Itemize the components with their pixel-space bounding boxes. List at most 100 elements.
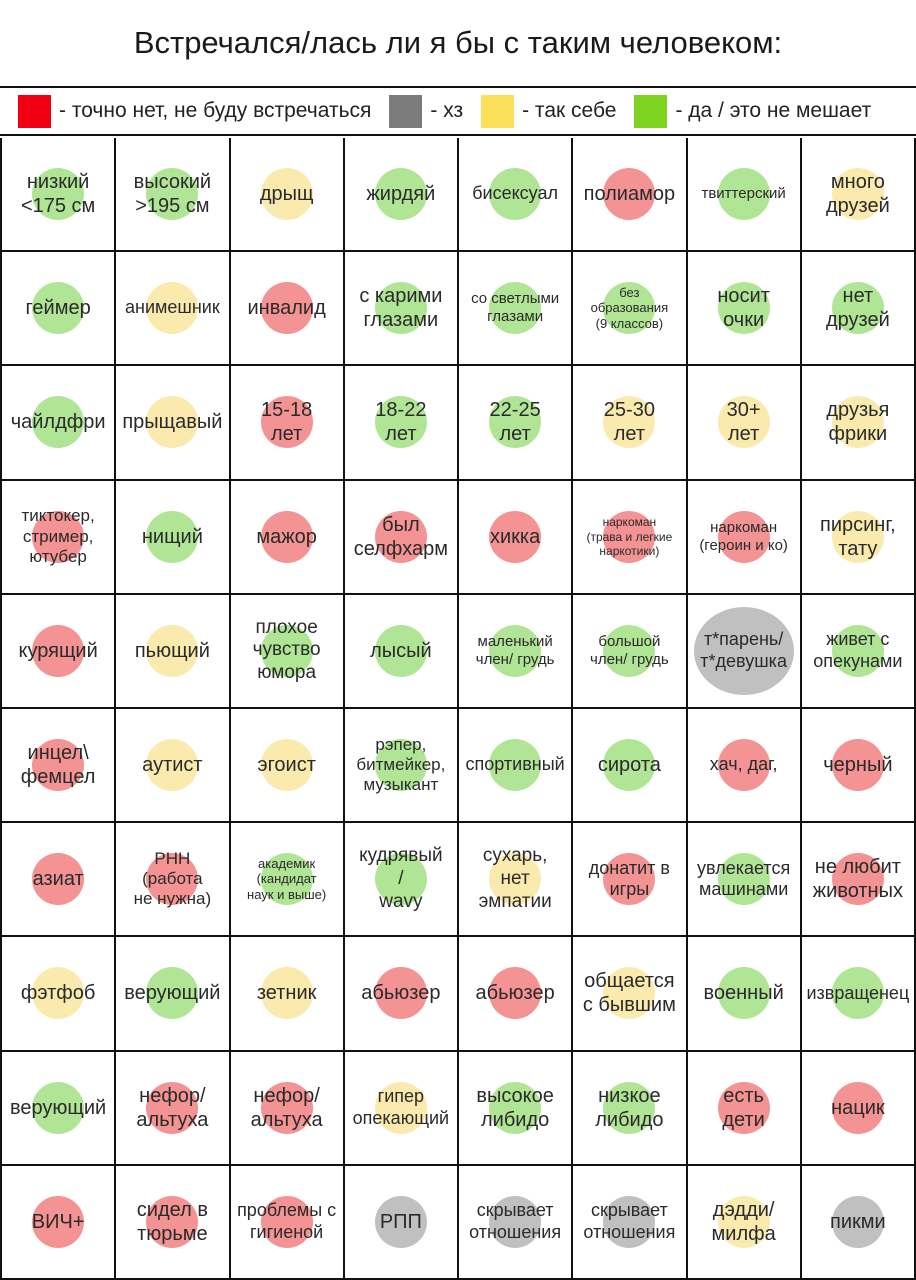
legend-item-gray: - хз [389, 94, 464, 128]
marker-red [32, 853, 85, 906]
cell-label: инцел\ фемцел [20, 742, 96, 789]
grid-cell: высокий >195 см [116, 138, 231, 253]
grid-cell: наркоман (героин и ко) [687, 480, 802, 595]
grid-cell: военный [687, 937, 802, 1052]
cell-label: много друзей [825, 171, 890, 218]
marker-green [717, 168, 770, 221]
grid-cell: 18-22 лет [344, 366, 459, 481]
cell-label: инвалид [247, 297, 326, 320]
legend-swatch-green [634, 94, 668, 128]
marker-gray [603, 1195, 656, 1248]
marker-red [717, 1081, 770, 1134]
marker-green [32, 168, 85, 221]
cell-label: донатит в игры [588, 857, 670, 900]
marker-yellow [717, 396, 770, 449]
grid-cell: нефор/ альтуха [230, 1051, 345, 1166]
cell-label: зетник [256, 982, 317, 1005]
cell-label: плохое чувство юмора [252, 616, 321, 684]
grid-cell: 15-18 лет [230, 366, 345, 481]
grid-cell: нефор/ альтуха [116, 1051, 231, 1166]
grid-cell: 25-30 лет [573, 366, 688, 481]
cell-label: 30+ лет [726, 399, 761, 446]
cell-label: пикми [830, 1210, 886, 1233]
marker-green [603, 624, 656, 677]
cell-label: РПП [379, 1210, 422, 1233]
marker-yellow [260, 168, 313, 221]
grid-cell: сирота [573, 708, 688, 824]
marker-green [260, 853, 313, 906]
grid-cell: курящий [2, 594, 117, 709]
marker-red [146, 1081, 199, 1134]
cell-label: т*парень/ т*девушка [700, 629, 787, 671]
cell-label: прыщавый [122, 411, 223, 434]
cell-label: не любит животных [812, 856, 903, 903]
marker-red [374, 967, 427, 1020]
grid-cell: со светлыми глазами [459, 252, 574, 367]
cell-label: дрыщ [259, 183, 314, 206]
grid-cell: рэпер, битмейкер, музыкант [344, 708, 459, 824]
grid-cell: кудрявый / wavy [344, 823, 459, 938]
cell-label: азиат [32, 868, 84, 891]
cell-label: спортивный [465, 754, 565, 775]
marker-green [32, 396, 85, 449]
grid-cell: мажор [230, 480, 345, 595]
grid-cell: твиттерский [687, 138, 802, 253]
cell-label: верующий [124, 982, 221, 1005]
grid-cell: донатит в игры [573, 823, 688, 938]
cell-label: рэпер, битмейкер, музыкант [356, 734, 446, 795]
cell-label: абьюзер [361, 982, 441, 1005]
marker-red [32, 1195, 85, 1248]
cell-label: скрывает отношения [583, 1200, 676, 1242]
grid-cell: плохое чувство юмора [230, 594, 345, 709]
cell-label: мажор [256, 525, 317, 548]
grid-cell: нищий [116, 480, 231, 595]
grid-cell: абьюзер [459, 937, 574, 1052]
cell-label: кудрявый / wavy [359, 845, 443, 912]
cell-label: увлекается машинами [697, 857, 791, 900]
marker-red [831, 739, 884, 792]
grid-cell: дэдди/ милфа [687, 1165, 802, 1280]
marker-red [32, 510, 85, 563]
cell-label: жирдяй [366, 183, 436, 206]
grid-cell: фэтфоб [2, 937, 117, 1052]
marker-green [374, 396, 427, 449]
grid-cell: верующий [2, 1051, 117, 1166]
grid-cell: не любит животных [801, 823, 916, 938]
marker-green [717, 967, 770, 1020]
cell-label: РНН (работа не нужна) [133, 848, 212, 909]
marker-green [489, 1081, 542, 1134]
cell-label: наркоман (героин и ко) [699, 518, 788, 554]
cell-label: лысый [370, 639, 432, 662]
legend-label: - да / это не мешает [675, 99, 872, 122]
marker-yellow [146, 282, 199, 335]
grid-cell: зетник [230, 937, 345, 1052]
grid-cell: ВИЧ+ [2, 1165, 117, 1280]
marker-green [489, 739, 542, 792]
marker-yellow [489, 853, 542, 906]
marker-yellow [831, 168, 884, 221]
legend-label: - хз [430, 99, 464, 122]
grid-cell: бисексуал [459, 138, 574, 253]
cell-label: высокий >195 см [133, 171, 212, 218]
marker-yellow [831, 396, 884, 449]
grid-cell: хикка [459, 480, 574, 595]
grid-cell: низкое либидо [573, 1051, 688, 1166]
grid-cell: низкий <175 см [2, 138, 117, 253]
marker-red [603, 168, 656, 221]
cell-label: хикка [490, 525, 541, 548]
grid-cell: был селфхарм [344, 480, 459, 595]
marker-green [717, 853, 770, 906]
grid-cell: РПП [344, 1165, 459, 1280]
cell-label: общается с бывшим [582, 970, 676, 1017]
cell-label: тиктокер, стример, ютубер [21, 506, 95, 566]
cell-label: черный [823, 754, 893, 777]
cell-label: пирсинг, тату [819, 513, 896, 560]
cell-label: бисексуал [472, 183, 558, 204]
marker-red [489, 510, 542, 563]
marker-gray [489, 1195, 542, 1248]
cell-label: нефор/ альтуха [136, 1084, 209, 1131]
marker-yellow [146, 739, 199, 792]
cell-label: маленький член/ грудь [475, 632, 555, 668]
cell-label: был селфхарм [353, 513, 449, 560]
marker-green [374, 853, 427, 906]
